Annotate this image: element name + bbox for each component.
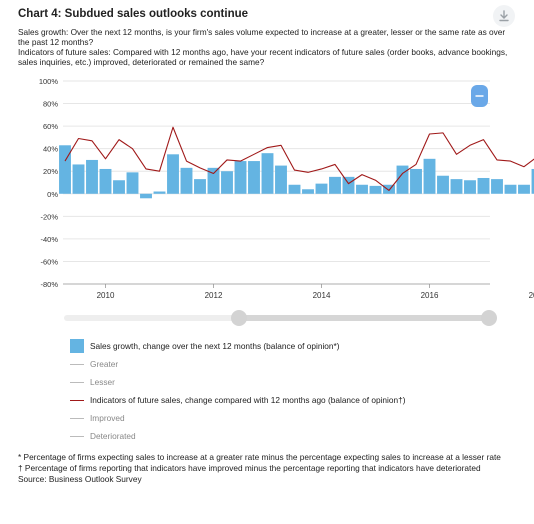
legend-label: Greater xyxy=(90,359,119,369)
y-tick-label: 100% xyxy=(39,77,59,86)
zoom-toggle-button[interactable] xyxy=(471,85,488,107)
bar-sales-growth[interactable] xyxy=(288,184,301,194)
bar-sales-growth[interactable] xyxy=(221,171,233,194)
bar-sales-growth[interactable] xyxy=(315,183,328,194)
legend-swatch-line-red xyxy=(70,399,84,401)
bar-sales-growth[interactable] xyxy=(99,168,112,194)
bar-sales-growth[interactable] xyxy=(167,154,179,194)
legend-swatch-line xyxy=(70,435,84,437)
bar-sales-growth[interactable] xyxy=(342,176,355,194)
legend-label: Sales growth, change over the next 12 mo… xyxy=(90,341,340,351)
bar-sales-growth[interactable] xyxy=(396,165,409,194)
bar-sales-growth[interactable] xyxy=(153,191,166,194)
legend-swatch-line xyxy=(70,381,84,383)
bars-layer xyxy=(59,145,534,199)
legend-label: Deteriorated xyxy=(90,431,136,441)
bar-sales-growth[interactable] xyxy=(369,185,382,194)
y-tick-label: -80% xyxy=(40,280,58,289)
download-icon xyxy=(499,10,509,22)
bar-sales-growth[interactable] xyxy=(423,158,436,194)
bar-sales-growth[interactable] xyxy=(59,145,71,194)
bar-sales-growth[interactable] xyxy=(86,159,98,194)
bar-sales-growth[interactable] xyxy=(410,168,422,194)
y-tick-label: -40% xyxy=(40,235,58,244)
legend-label: Indicators of future sales, change compa… xyxy=(90,395,406,405)
bar-sales-growth[interactable] xyxy=(329,176,341,194)
chart-title: Chart 4: Subdued sales outlooks continue xyxy=(18,8,249,20)
legend-item-deteriorated[interactable]: Deteriorated xyxy=(70,427,405,445)
footnote-indicators: † Percentage of firms reporting that ind… xyxy=(18,463,481,473)
bar-sales-growth[interactable] xyxy=(302,189,314,194)
bar-sales-growth[interactable] xyxy=(207,167,220,194)
bar-sales-growth[interactable] xyxy=(383,184,395,194)
footnote-sales-growth: * Percentage of firms expecting sales to… xyxy=(18,452,501,462)
y-tick-label: -60% xyxy=(40,257,58,266)
legend-swatch-bars xyxy=(70,339,84,353)
slider-handle-left[interactable] xyxy=(231,310,247,326)
bar-sales-growth[interactable] xyxy=(113,180,125,194)
bar-sales-growth[interactable] xyxy=(356,184,368,194)
axis-layer: 100% 80% 60% 40% 20% 0% -20% -40% -60% -80% 2010 20… xyxy=(39,77,534,300)
bar-sales-growth[interactable] xyxy=(491,179,503,194)
y-tick-label: 40% xyxy=(43,145,58,154)
legend-item-improved[interactable]: Improved xyxy=(70,409,405,427)
y-tick-label: 60% xyxy=(43,122,58,131)
bar-sales-growth[interactable] xyxy=(261,153,274,194)
footnotes: * Percentage of firms expecting sales to… xyxy=(18,452,518,485)
bar-sales-growth[interactable] xyxy=(180,167,193,194)
chart-subtitle: Sales growth: Over the next 12 months, i… xyxy=(18,27,518,67)
bar-sales-growth[interactable] xyxy=(450,179,463,194)
x-tick-label: 2012 xyxy=(205,291,223,300)
slider-handle-right[interactable] xyxy=(481,310,497,326)
legend-item-future-sales[interactable]: Indicators of future sales, change compa… xyxy=(70,391,405,409)
bar-sales-growth[interactable] xyxy=(477,177,490,194)
x-tick-label: 2010 xyxy=(97,291,115,300)
y-tick-label: -20% xyxy=(40,212,58,221)
legend: Sales growth, change over the next 12 mo… xyxy=(70,337,405,445)
y-tick-label: 80% xyxy=(43,100,58,109)
slider-selection xyxy=(239,315,490,321)
chart: 100% 80% 60% 40% 20% 0% -20% -40% -60% -80% 2010 20… xyxy=(39,77,534,326)
subtitle-sales-growth: Sales growth: Over the next 12 months, i… xyxy=(18,27,506,47)
x-tick-label: 2018 xyxy=(529,291,534,300)
legend-item-greater[interactable]: Greater xyxy=(70,355,405,373)
x-tick-label: 2014 xyxy=(313,291,331,300)
bar-sales-growth[interactable] xyxy=(194,179,206,194)
bar-sales-growth[interactable] xyxy=(504,184,517,194)
legend-label: Improved xyxy=(90,413,125,423)
bar-sales-growth[interactable] xyxy=(126,172,139,194)
bar-sales-growth[interactable] xyxy=(72,164,85,194)
x-tick-label: 2016 xyxy=(421,291,439,300)
legend-label: Lesser xyxy=(90,377,115,387)
legend-swatch-line xyxy=(70,363,84,365)
bar-sales-growth[interactable] xyxy=(464,180,476,194)
bar-sales-growth[interactable] xyxy=(518,184,530,194)
bar-sales-growth[interactable] xyxy=(275,165,287,194)
bar-sales-growth[interactable] xyxy=(531,168,534,194)
subtitle-indicators: Indicators of future sales: Compared wit… xyxy=(18,47,508,67)
bar-sales-growth[interactable] xyxy=(248,161,260,194)
range-slider[interactable] xyxy=(64,310,497,326)
bar-sales-growth[interactable] xyxy=(437,175,449,194)
bar-sales-growth[interactable] xyxy=(140,193,152,199)
y-tick-label: 0% xyxy=(47,190,58,199)
y-tick-label: 20% xyxy=(43,167,58,176)
legend-item-sales-growth[interactable]: Sales growth, change over the next 12 mo… xyxy=(70,337,405,355)
source-note: Source: Business Outlook Survey xyxy=(18,474,142,484)
line-layer xyxy=(64,126,534,191)
bar-sales-growth[interactable] xyxy=(234,161,247,194)
download-button[interactable] xyxy=(493,5,515,27)
legend-item-lesser[interactable]: Lesser xyxy=(70,373,405,391)
legend-swatch-line xyxy=(70,417,84,419)
